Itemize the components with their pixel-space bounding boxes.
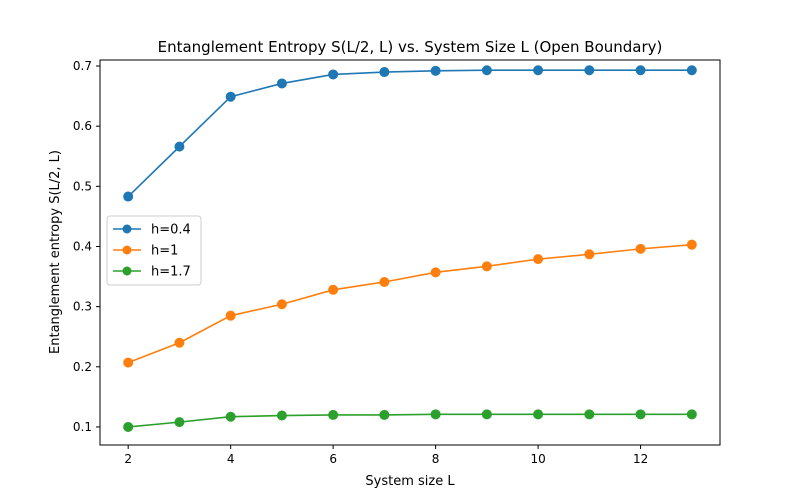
legend-marker <box>122 245 132 255</box>
y-tick-label: 0.2 <box>73 360 92 374</box>
legend-item: h=0.4 <box>113 223 191 238</box>
y-tick-label: 0.1 <box>73 420 92 434</box>
x-tick-label: 2 <box>124 452 132 466</box>
data-point <box>686 409 697 420</box>
y-axis: 0.1 0.2 0.3 0.4 0.5 0.6 0.7 <box>73 59 100 434</box>
x-tick-label: 10 <box>530 452 545 466</box>
y-tick-label: 0.7 <box>73 59 92 73</box>
legend-marker <box>122 266 132 276</box>
data-point <box>123 357 134 368</box>
y-tick-label: 0.4 <box>73 239 92 253</box>
data-point <box>225 411 236 422</box>
y-tick-label: 0.3 <box>73 300 92 314</box>
data-point <box>123 191 134 202</box>
data-point <box>584 409 595 420</box>
data-point <box>379 67 390 78</box>
x-tick-label: 6 <box>329 452 337 466</box>
series-line <box>127 69 692 198</box>
legend-item: h=1 <box>113 244 178 259</box>
data-point <box>328 69 339 80</box>
data-point <box>533 409 544 420</box>
series-h=1.7 <box>123 409 697 432</box>
data-point <box>123 421 134 432</box>
legend-item: h=1.7 <box>113 265 191 280</box>
legend-label: h=1 <box>151 244 178 259</box>
y-tick-label: 0.5 <box>73 179 92 193</box>
data-point <box>276 78 287 89</box>
data-point <box>225 310 236 321</box>
data-point <box>430 267 441 278</box>
legend-label: h=1.7 <box>151 265 191 280</box>
series-h=0.4 <box>123 65 697 202</box>
data-point <box>481 409 492 420</box>
data-point <box>379 409 390 420</box>
series-line <box>128 413 692 428</box>
x-tick-label: 4 <box>227 452 235 466</box>
data-point <box>686 65 697 76</box>
data-point <box>174 141 185 152</box>
x-tick-label: 8 <box>432 452 440 466</box>
data-point <box>225 91 236 102</box>
data-point <box>481 65 492 76</box>
data-point <box>635 409 646 420</box>
data-point <box>174 337 185 348</box>
data-point <box>430 409 441 420</box>
legend-marker <box>122 224 132 234</box>
data-point <box>686 239 697 250</box>
data-point <box>430 65 441 76</box>
legend-box <box>106 215 202 286</box>
data-point <box>533 65 544 76</box>
legend: h=0.4 h=1 h=1.7 <box>106 215 202 286</box>
x-axis: 2 4 6 8 10 12 <box>124 445 648 466</box>
x-axis-label: System size L <box>365 474 455 489</box>
series-h=1 <box>123 239 697 368</box>
chart-title: Entanglement Entropy S(L/2, L) vs. Syste… <box>158 38 663 56</box>
series-line <box>127 243 692 364</box>
data-point <box>328 284 339 295</box>
series-layer <box>123 65 697 432</box>
plot-area <box>99 59 721 446</box>
data-point <box>276 410 287 421</box>
data-point <box>379 276 390 287</box>
x-tick-label: 12 <box>633 452 648 466</box>
data-point <box>174 417 185 428</box>
axes-frame <box>99 59 721 446</box>
y-axis-label: Entanglement entropy S(L/2, L) <box>48 150 63 354</box>
y-tick-label: 0.6 <box>73 119 92 133</box>
legend-label: h=0.4 <box>151 223 191 238</box>
data-point <box>635 65 646 76</box>
data-point <box>635 243 646 254</box>
data-point <box>584 65 595 76</box>
data-point <box>328 409 339 420</box>
data-point <box>481 261 492 272</box>
data-point <box>533 254 544 265</box>
data-point <box>276 299 287 310</box>
data-point <box>584 249 595 260</box>
